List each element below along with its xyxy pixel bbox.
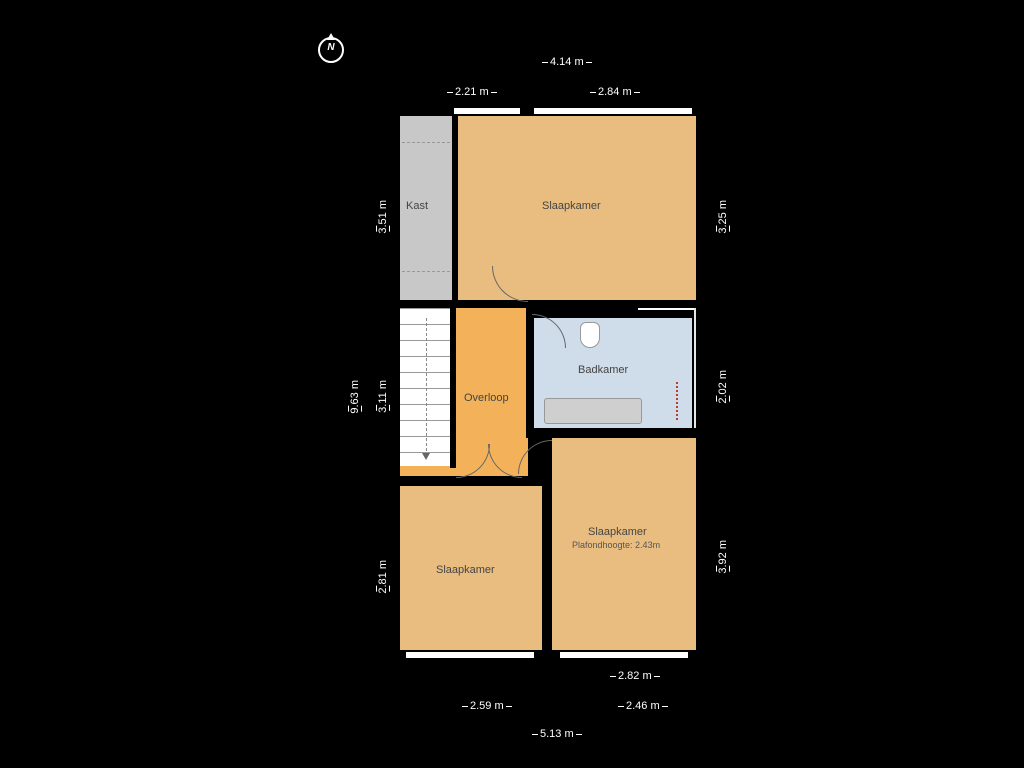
- dim-left-bl: 2.81 m: [376, 560, 390, 594]
- dim-value: 2.59 m: [470, 700, 504, 712]
- dim-left-mid: 3.11 m: [376, 380, 390, 413]
- dim-right-bath: 2.02 m: [716, 370, 730, 404]
- dim-value: 5.13 m: [540, 728, 574, 740]
- dim-value: 9.63 m: [349, 380, 361, 414]
- dim-value: 3.25 m: [717, 200, 729, 234]
- dim-value: 2.02 m: [717, 370, 729, 404]
- dim-value: 2.21 m: [455, 86, 489, 98]
- floorplan-stage: N: [0, 0, 1024, 768]
- label-slaapkamer-br: Slaapkamer: [588, 526, 647, 538]
- dim-top-right: 2.84 m: [588, 86, 642, 98]
- window-top-2: [534, 106, 692, 116]
- sublabel-slaapkamer-br: Plafondhoogte: 2.43m: [572, 540, 660, 550]
- window-bottom-right: [560, 650, 688, 660]
- compass-icon: N: [318, 37, 344, 63]
- radiator-icon: [676, 382, 678, 420]
- label-kast: Kast: [406, 200, 428, 212]
- bathtub-icon: [544, 398, 642, 424]
- dim-bottom-outer: 5.13 m: [530, 728, 584, 740]
- window-top-1: [454, 106, 520, 116]
- window-bottom-left: [406, 650, 534, 660]
- dim-top-left: 2.21 m: [445, 86, 499, 98]
- dim-value: 3.11 m: [377, 380, 389, 413]
- dim-value: 2.84 m: [598, 86, 632, 98]
- label-overloop: Overloop: [464, 392, 509, 404]
- dim-br-bottom: 2.82 m: [608, 670, 662, 682]
- dim-br-bottom2: 2.46 m: [616, 700, 670, 712]
- dim-left-outer: 9.63 m: [348, 380, 362, 414]
- label-slaapkamer-top: Slaapkamer: [542, 200, 601, 212]
- floor-plan: Kast Slaapkamer Overloop Badkamer Slaapk…: [392, 108, 704, 658]
- dim-right-br: 3.92 m: [716, 540, 730, 574]
- toilet-icon: [580, 322, 600, 348]
- dim-left-kast: 3.51 m: [376, 200, 390, 234]
- dim-bl-bottom: 2.59 m: [460, 700, 514, 712]
- stairwell: [398, 308, 454, 466]
- dim-right-top: 3.25 m: [716, 200, 730, 234]
- dim-value: 2.82 m: [618, 670, 652, 682]
- label-badkamer: Badkamer: [578, 364, 628, 376]
- dim-value: 3.92 m: [717, 540, 729, 574]
- dim-value: 4.14 m: [550, 56, 584, 68]
- dim-value: 2.81 m: [377, 560, 389, 594]
- dim-value: 3.51 m: [377, 200, 389, 234]
- dim-value: 2.46 m: [626, 700, 660, 712]
- label-slaapkamer-bl: Slaapkamer: [436, 564, 495, 576]
- dim-top-outer: 4.14 m: [540, 56, 594, 68]
- compass-label: N: [327, 42, 334, 53]
